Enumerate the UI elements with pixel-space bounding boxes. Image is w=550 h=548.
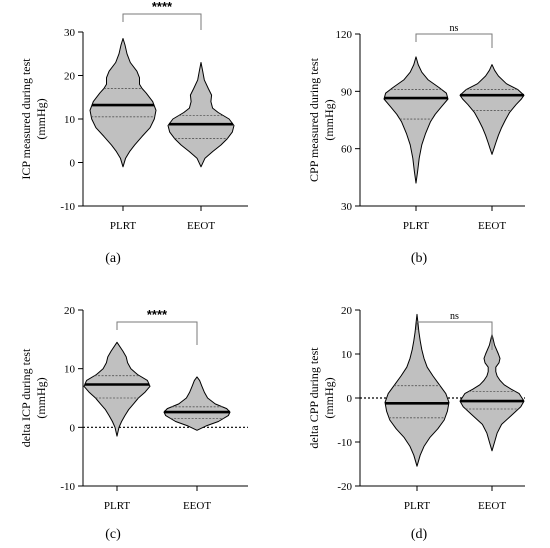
violin-eeot (459, 64, 525, 155)
y-axis-label: delta CPP during test (307, 347, 321, 449)
violin-plrt (89, 38, 157, 168)
y-tick-label: 20 (64, 305, 76, 317)
y-tick-label: -10 (337, 437, 352, 449)
panel-caption: (b) (411, 251, 428, 266)
y-axis-label: (mmHg) (34, 98, 48, 139)
significance-bracket (116, 321, 198, 345)
y-tick-label: 30 (64, 27, 76, 39)
y-axis-label: (mmHg) (322, 99, 336, 140)
y-axis-label: (mmHg) (34, 377, 48, 418)
x-tick-label: PLRT (404, 500, 431, 512)
y-tick-label: 30 (341, 201, 353, 213)
x-tick-label: PLRT (110, 220, 137, 232)
chart-panel-2: 30 60 90 120 PLRT EEOT ns CPP measured during t… (307, 23, 525, 266)
y-axis-label: delta ICP during test (19, 348, 33, 447)
violin-plrt (384, 313, 450, 467)
significance-bracket (415, 33, 493, 48)
x-tick-label: PLRT (104, 500, 131, 512)
chart-panel-1: -10 0 10 20 30 PLRT EEOT **** ICP measured durin… (19, 0, 248, 266)
chart-panel-3: -10 0 10 20 PLRT EEOT **** delta ICP during tes… (19, 305, 248, 542)
y-tick-label: -20 (337, 481, 352, 493)
panel-caption: (a) (105, 251, 121, 266)
violin-plrt (383, 56, 449, 184)
y-tick-label: 0 (70, 422, 76, 434)
x-tick-label: PLRT (403, 220, 430, 232)
y-tick-label: -10 (60, 481, 75, 493)
significance-label: ns (450, 311, 459, 322)
x-tick-label: EEOT (478, 220, 506, 232)
y-axis-label: ICP measured during test (19, 58, 33, 180)
violin-eeot (163, 376, 231, 431)
x-tick-label: EEOT (187, 220, 215, 232)
violin-eeot (167, 62, 235, 168)
significance-bracket (122, 13, 202, 30)
y-axis-label: (mmHg) (322, 377, 336, 418)
violin-plrt (83, 341, 151, 437)
y-tick-label: 10 (341, 349, 353, 361)
y-tick-label: 0 (347, 393, 353, 405)
y-tick-label: 20 (64, 71, 76, 83)
violin-eeot (459, 333, 525, 452)
y-tick-label: 90 (341, 86, 353, 98)
y-tick-label: 10 (64, 114, 76, 126)
x-tick-label: EEOT (478, 500, 506, 512)
x-tick-label: EEOT (183, 500, 211, 512)
panel-caption: (c) (105, 527, 121, 542)
significance-bracket (416, 321, 493, 350)
chart-panel-4: -20 -10 0 10 20 PLRT EEOT ns delta CPP during te… (307, 305, 525, 542)
significance-label: **** (152, 0, 173, 14)
y-axis-label: CPP measured during test (307, 57, 321, 182)
significance-label: **** (147, 307, 168, 322)
y-tick-label: -10 (60, 201, 75, 213)
y-tick-label: 20 (341, 305, 353, 317)
y-tick-label: 60 (341, 144, 353, 156)
y-tick-label: 10 (64, 364, 76, 376)
significance-label: ns (450, 23, 459, 34)
y-tick-label: 0 (70, 158, 76, 170)
y-tick-label: 120 (336, 29, 353, 41)
panel-caption: (d) (411, 527, 428, 542)
